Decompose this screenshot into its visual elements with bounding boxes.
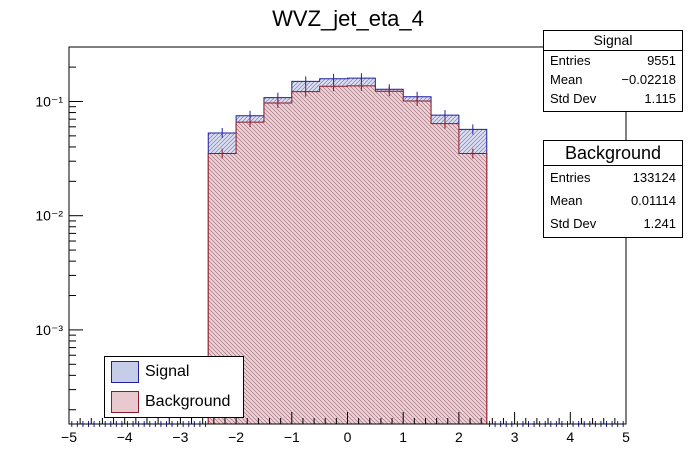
legend-swatch-signal	[111, 361, 139, 383]
legend-label-signal: Signal	[145, 363, 190, 380]
legend-item-background: Background	[105, 387, 243, 417]
background-bar	[403, 100, 432, 424]
stats-value: 1.115	[644, 91, 676, 106]
legend: Signal Background	[104, 356, 244, 418]
x-tick-label: 4	[566, 429, 574, 445]
x-tick-label: −5	[61, 429, 77, 445]
legend-swatch-background	[111, 391, 139, 413]
stats-label: Mean	[550, 72, 583, 87]
stats-label: Mean	[550, 193, 583, 208]
background-stats-box: Background Entries 133124 Mean 0.01114 Std…	[543, 140, 683, 238]
x-tick-label: 1	[399, 429, 407, 445]
y-tick-label: 10⁻³	[35, 322, 63, 338]
background-bar	[431, 123, 459, 425]
stats-value: 1.241	[643, 216, 676, 231]
stats-value: 0.01114	[630, 193, 676, 208]
stats-value: −0.02218	[621, 72, 676, 87]
background-stats-title: Background	[544, 141, 682, 166]
stats-value: 9551	[647, 53, 676, 68]
y-tick-label: 10⁻²	[35, 208, 63, 224]
background-bar	[319, 86, 348, 424]
stats-label: Entries	[550, 53, 591, 68]
background-bar	[458, 153, 487, 424]
background-bar	[375, 91, 404, 424]
stats-label: Entries	[550, 170, 591, 185]
background-bar	[291, 91, 320, 425]
stats-label: Std Dev	[550, 91, 597, 106]
stats-label: Std Dev	[550, 216, 597, 231]
x-tick-label: 2	[455, 429, 463, 445]
x-tick-label: −4	[117, 429, 133, 445]
stats-value: 133124	[632, 170, 676, 185]
x-tick-label: 3	[511, 429, 519, 445]
signal-stats-box: Signal Entries 9551 Mean −0.02218 Std Dev 1…	[543, 30, 683, 112]
background-bar	[263, 103, 292, 425]
x-tick-label: −1	[284, 429, 300, 445]
x-tick-label: −3	[172, 429, 188, 445]
x-tick-label: 0	[344, 429, 352, 445]
x-tick-label: −2	[228, 429, 244, 445]
signal-stats-title: Signal	[544, 31, 682, 51]
background-bar	[347, 85, 376, 424]
legend-label-background: Background	[145, 393, 231, 410]
chart-title: WVZ_jet_eta_4	[272, 6, 424, 31]
y-tick-label: 10⁻¹	[35, 93, 63, 109]
x-tick-label: 5	[622, 429, 630, 445]
legend-item-signal: Signal	[105, 357, 243, 387]
